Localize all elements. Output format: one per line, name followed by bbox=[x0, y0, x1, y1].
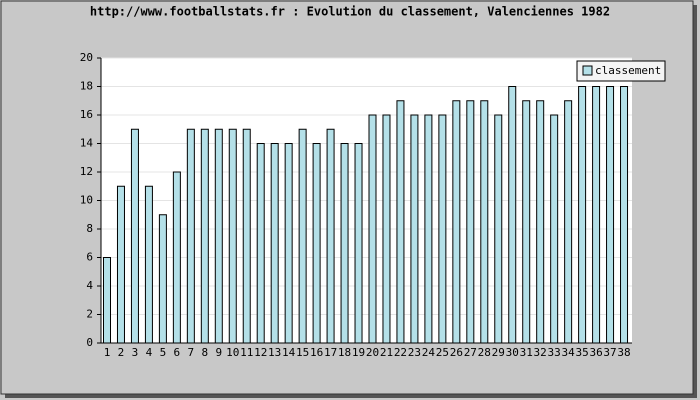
bar bbox=[130, 128, 139, 344]
bar bbox=[522, 100, 531, 344]
y-tick-label: 0 bbox=[86, 336, 93, 349]
x-tick-label: 21 bbox=[380, 346, 393, 359]
bar bbox=[228, 128, 237, 344]
x-tick-label: 18 bbox=[338, 346, 351, 359]
x-tick-label: 37 bbox=[603, 346, 616, 359]
bar bbox=[172, 171, 181, 344]
bar bbox=[396, 100, 405, 344]
bar bbox=[340, 143, 349, 344]
y-tick-label: 8 bbox=[86, 222, 93, 235]
x-tick-label: 22 bbox=[394, 346, 407, 359]
x-tick-label: 7 bbox=[188, 346, 195, 359]
x-tick-label: 10 bbox=[226, 346, 239, 359]
x-tick-label: 23 bbox=[408, 346, 421, 359]
bar bbox=[382, 114, 391, 344]
bar bbox=[298, 128, 307, 344]
x-tick-label: 38 bbox=[617, 346, 630, 359]
x-tick-label: 11 bbox=[240, 346, 253, 359]
bar bbox=[564, 100, 573, 344]
x-tick-label: 25 bbox=[436, 346, 449, 359]
x-tick-label: 29 bbox=[492, 346, 505, 359]
x-tick-label: 16 bbox=[310, 346, 323, 359]
y-tick-label: 6 bbox=[86, 251, 93, 264]
y-tick-label: 4 bbox=[86, 279, 93, 292]
x-tick-label: 15 bbox=[296, 346, 309, 359]
bar bbox=[242, 128, 251, 344]
bar bbox=[592, 86, 601, 344]
bar bbox=[312, 143, 321, 344]
x-tick-label: 9 bbox=[215, 346, 222, 359]
x-tick-label: 6 bbox=[174, 346, 181, 359]
x-tick-label: 32 bbox=[534, 346, 547, 359]
x-tick-label: 20 bbox=[366, 346, 379, 359]
bar bbox=[550, 114, 559, 344]
x-tick-label: 2 bbox=[118, 346, 125, 359]
y-tick-label: 10 bbox=[80, 194, 93, 207]
x-tick-label: 35 bbox=[575, 346, 588, 359]
x-tick-label: 8 bbox=[202, 346, 209, 359]
x-tick-label: 24 bbox=[422, 346, 436, 359]
bar bbox=[466, 100, 475, 344]
bar bbox=[326, 128, 335, 344]
x-tick-label: 28 bbox=[478, 346, 491, 359]
bar bbox=[200, 128, 209, 344]
bar bbox=[494, 114, 503, 344]
bar bbox=[214, 128, 223, 344]
x-tick-label: 36 bbox=[589, 346, 602, 359]
bar bbox=[452, 100, 461, 344]
x-tick-label: 27 bbox=[464, 346, 477, 359]
bar bbox=[103, 257, 111, 344]
bar bbox=[620, 86, 629, 344]
y-tick-label: 12 bbox=[80, 165, 93, 178]
x-tick-label: 34 bbox=[562, 346, 576, 359]
y-tick-label: 2 bbox=[86, 308, 93, 321]
bar bbox=[508, 86, 517, 344]
legend-swatch bbox=[582, 65, 593, 76]
x-tick-label: 26 bbox=[450, 346, 463, 359]
x-tick-label: 30 bbox=[506, 346, 519, 359]
x-tick-label: 31 bbox=[520, 346, 533, 359]
bar bbox=[606, 86, 615, 344]
bar bbox=[438, 114, 447, 344]
chart-title: http://www.footballstats.fr : Evolution … bbox=[90, 5, 610, 19]
bar bbox=[354, 143, 363, 344]
bar bbox=[480, 100, 489, 344]
bar bbox=[186, 128, 195, 344]
legend-label: classement bbox=[595, 64, 661, 77]
x-tick-label: 33 bbox=[548, 346, 561, 359]
bar bbox=[270, 143, 279, 344]
bar bbox=[578, 86, 587, 344]
y-tick-label: 16 bbox=[80, 108, 93, 121]
x-tick-label: 1 bbox=[104, 346, 111, 359]
y-tick-label: 14 bbox=[80, 137, 94, 150]
x-tick-label: 4 bbox=[146, 346, 153, 359]
bar bbox=[284, 143, 293, 344]
x-tick-label: 17 bbox=[324, 346, 337, 359]
x-tick-label: 13 bbox=[268, 346, 281, 359]
bar bbox=[116, 185, 125, 344]
x-tick-label: 12 bbox=[254, 346, 267, 359]
x-tick-label: 14 bbox=[282, 346, 296, 359]
bar bbox=[424, 114, 433, 344]
x-tick-label: 5 bbox=[160, 346, 167, 359]
bar bbox=[158, 214, 167, 344]
x-tick-label: 19 bbox=[352, 346, 365, 359]
bar bbox=[536, 100, 545, 344]
y-tick-label: 18 bbox=[80, 80, 93, 93]
bar bbox=[144, 185, 153, 344]
bar bbox=[368, 114, 377, 344]
y-tick-label: 20 bbox=[80, 51, 93, 64]
x-tick-label: 3 bbox=[132, 346, 139, 359]
legend-box bbox=[576, 60, 666, 82]
bar bbox=[410, 114, 419, 344]
bar bbox=[256, 143, 265, 344]
